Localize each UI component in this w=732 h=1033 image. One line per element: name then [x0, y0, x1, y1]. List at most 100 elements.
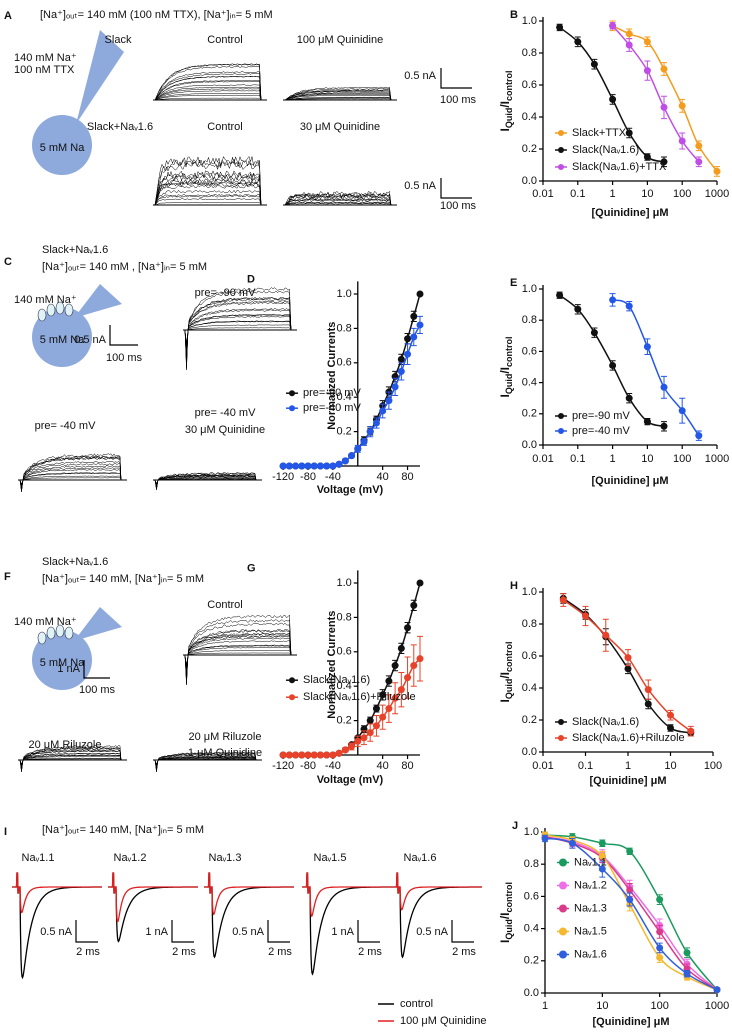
y-axis-label-part: /I	[498, 101, 512, 108]
y-tick-label: 0.4	[522, 377, 537, 389]
data-point	[541, 834, 549, 842]
current-trace	[284, 203, 395, 206]
x-tick-label: 0.01	[532, 188, 553, 200]
current-trace	[154, 97, 265, 101]
label: [Na⁺]ₒᵤₜ= 140 mM, [Na⁺]ᵢₙ= 5 mM	[42, 824, 204, 836]
current-trace	[154, 753, 260, 771]
current-trace	[154, 81, 265, 101]
data-point	[404, 624, 412, 632]
y-tick-label: 0.0	[522, 439, 537, 451]
x-tick-label: 80	[401, 471, 413, 483]
current-trace	[19, 469, 125, 487]
current-trace	[19, 475, 125, 486]
data-point	[410, 662, 418, 670]
legend-marker	[559, 950, 567, 959]
legend-label: Naᵥ1.1	[574, 856, 607, 868]
scale-bars	[75, 68, 474, 943]
y-tick-label: 0.4	[522, 111, 537, 123]
x-axis-label: [Quinidine] μM	[593, 1016, 670, 1028]
data-point	[348, 742, 356, 750]
label: 1 nA	[57, 663, 80, 675]
fit-curve	[612, 25, 700, 163]
y-tick-label: 0.6	[522, 345, 537, 357]
current-trace	[19, 456, 125, 490]
panel-label: C	[4, 256, 12, 268]
y-axis-label: IQuid/Icontrol	[498, 70, 514, 131]
label: 0.5 nA	[232, 926, 264, 938]
data-point	[397, 644, 405, 652]
current-trace	[284, 88, 395, 101]
data-point	[298, 751, 306, 759]
panel-label: B	[510, 9, 518, 21]
fit-curve	[544, 836, 718, 991]
data-point	[292, 751, 300, 759]
current-trace	[154, 476, 260, 486]
cell	[32, 630, 92, 690]
current-trace	[184, 652, 295, 666]
legend-label: pre=-40 mV	[303, 402, 361, 414]
x-tick-label: 10	[641, 188, 653, 200]
current-trace	[284, 94, 395, 101]
x-axis-label: Voltage (mV)	[317, 484, 384, 496]
data-point	[341, 457, 349, 465]
current-trace	[154, 198, 265, 206]
y-tick-label: 0.0	[524, 987, 539, 999]
data-point	[304, 462, 312, 470]
data-point	[625, 129, 633, 137]
label: Slack	[105, 34, 132, 46]
legend-label: Naᵥ1.3	[574, 902, 607, 914]
current-trace	[154, 71, 265, 101]
current-trace	[284, 97, 395, 101]
label: Naᵥ1.3	[209, 852, 242, 864]
y-tick-label: 1.0	[522, 283, 537, 295]
current-trace	[184, 309, 295, 358]
legend-marker	[558, 735, 564, 741]
label: Control	[207, 599, 242, 611]
data-point	[643, 418, 651, 426]
current-trace	[154, 63, 265, 101]
current-trace	[284, 193, 395, 206]
y-axis-label-part: /I	[498, 367, 512, 374]
current-trace	[154, 178, 265, 206]
data-point	[683, 970, 691, 978]
x-tick-label: -120	[272, 760, 294, 772]
legend-label: pre=-90 mV	[303, 387, 361, 399]
panel-label: J	[512, 820, 518, 832]
legend-marker	[559, 904, 567, 913]
label: 20 μM Riluzole	[189, 731, 262, 743]
current-trace	[154, 184, 265, 206]
data-point	[292, 462, 300, 470]
legend-label: Naᵥ1.5	[574, 925, 607, 937]
current-trace	[154, 193, 265, 206]
label: 2 ms	[76, 946, 100, 958]
current-trace	[184, 634, 295, 676]
current-trace	[184, 637, 295, 674]
data-point	[335, 749, 343, 757]
y-tick-label: 0.2	[522, 714, 537, 726]
sodium-trace	[108, 872, 198, 923]
data-point	[379, 713, 387, 721]
label: 140 mM Na⁺	[14, 52, 77, 64]
data-point	[410, 333, 418, 341]
current-trace	[154, 172, 265, 206]
data-point	[644, 686, 652, 694]
data-point	[323, 462, 331, 470]
legend-marker	[559, 858, 567, 867]
current-trace	[19, 477, 125, 485]
cell	[32, 115, 92, 175]
legend-label: Slack+TTX	[572, 127, 627, 139]
data-point	[660, 383, 668, 391]
current-trace	[284, 90, 395, 101]
legend-marker	[558, 147, 564, 153]
label: 30 μM Quinidine	[185, 424, 265, 436]
data-point	[372, 705, 380, 713]
current-trace	[184, 300, 295, 362]
data-point	[574, 305, 582, 313]
y-axis-label: Normalized Currents	[326, 611, 338, 719]
panel-label: D	[247, 273, 255, 285]
data-point	[643, 67, 651, 75]
y-axis-label-part: Quid	[504, 919, 514, 940]
y-tick-label: 1.0	[336, 577, 351, 589]
legend-label: Slack(Naᵥ1.6)+TTX	[572, 161, 667, 173]
current-trace	[184, 316, 295, 351]
